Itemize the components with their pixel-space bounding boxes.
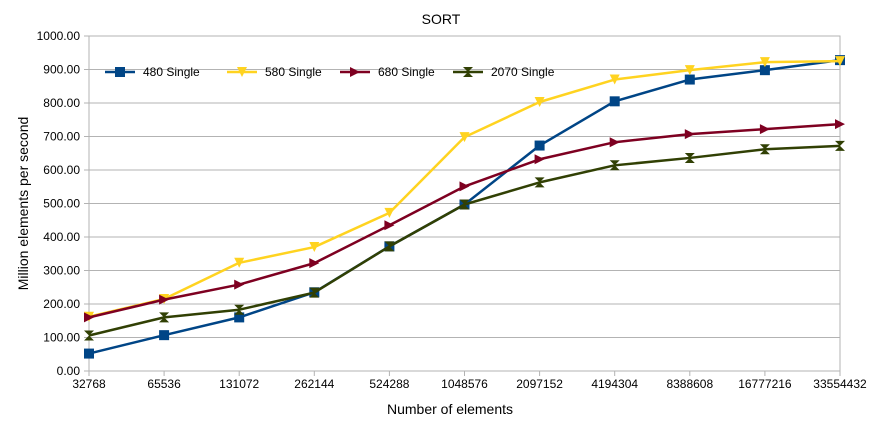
data-point: [534, 140, 545, 151]
y-tick-label: 100.00: [43, 331, 80, 345]
chart-title: SORT: [422, 11, 461, 27]
y-tick-label: 200.00: [43, 297, 80, 311]
x-tick-label: 2097152: [516, 377, 563, 391]
data-point: [309, 258, 320, 269]
data-point: [609, 137, 620, 148]
data-point: [234, 279, 245, 290]
data-point: [609, 160, 620, 171]
y-tick-label: 400.00: [43, 230, 80, 244]
data-point: [534, 154, 545, 165]
legend-marker: [463, 67, 473, 77]
data-point: [759, 65, 770, 76]
legend-label: 480 Single: [143, 65, 200, 79]
data-point: [684, 74, 695, 85]
y-tick-label: 900.00: [43, 63, 80, 77]
y-axis-ticks: 0.00 100.00 200.00 300.00 400.00 500.00 600.00…: [37, 29, 89, 378]
y-tick-label: 600.00: [43, 163, 80, 177]
data-point: [234, 257, 245, 268]
x-tick-label: 32768: [72, 377, 106, 391]
x-tick-label: 131072: [219, 377, 259, 391]
legend-label: 2070 Single: [491, 65, 555, 79]
data-point: [684, 65, 695, 76]
x-tick-label: 524288: [369, 377, 409, 391]
data-point: [835, 56, 845, 67]
data-point: [159, 312, 170, 323]
series-line: [88, 59, 841, 318]
data-point: [534, 96, 545, 107]
data-point: [384, 220, 395, 231]
data-point: [759, 124, 770, 135]
data-point: [159, 330, 170, 341]
data-point: [835, 119, 845, 130]
series-2070-single: [84, 140, 845, 341]
y-tick-label: 1000.00: [37, 29, 81, 43]
data-point: [609, 74, 620, 85]
data-point: [684, 152, 695, 163]
x-tick-label: 16777216: [738, 377, 792, 391]
data-point: [234, 304, 245, 315]
legend-label: 580 Single: [265, 65, 322, 79]
legend-marker: [237, 67, 247, 77]
series-680-single: [84, 119, 845, 323]
data-point: [759, 57, 770, 68]
series-line: [88, 144, 841, 337]
x-tick-label: 1048576: [441, 377, 488, 391]
data-point: [835, 140, 845, 151]
y-tick-label: 700.00: [43, 130, 80, 144]
data-point: [609, 96, 620, 107]
y-tick-label: 500.00: [43, 197, 80, 211]
legend-marker: [350, 67, 360, 77]
data-point: [759, 144, 770, 155]
y-tick-label: 300.00: [43, 264, 80, 278]
data-point: [84, 312, 94, 323]
data-point: [534, 177, 545, 188]
x-tick-label: 4194304: [591, 377, 638, 391]
data-point: [459, 132, 470, 143]
x-tick-label: 33554432: [813, 377, 867, 391]
x-tick-label: 8388608: [666, 377, 713, 391]
data-point: [309, 287, 320, 298]
data-point: [234, 312, 245, 323]
data-point: [84, 348, 94, 359]
data-point: [384, 241, 395, 252]
data-point: [684, 129, 695, 140]
data-point: [459, 181, 470, 192]
legend-marker: [115, 67, 125, 77]
x-axis-title: Number of elements: [387, 401, 513, 417]
legend: 480 Single 580 Single 680 Single 2070 Singl…: [105, 65, 555, 79]
data-point: [459, 199, 470, 210]
x-tick-label: 65536: [147, 377, 181, 391]
data-point: [384, 207, 395, 218]
y-tick-label: 0.00: [57, 364, 81, 378]
legend-label: 680 Single: [378, 65, 435, 79]
data-point: [309, 242, 320, 253]
series-layer: [84, 55, 845, 359]
x-axis-ticks: 32768 65536 131072 262144 524288 1048576 20971…: [72, 371, 867, 391]
y-tick-label: 800.00: [43, 96, 80, 110]
y-axis-title: Million elements per second: [15, 117, 31, 291]
x-tick-label: 262144: [294, 377, 334, 391]
data-point: [159, 294, 170, 305]
data-point: [84, 330, 94, 341]
series-580-single: [84, 56, 845, 322]
